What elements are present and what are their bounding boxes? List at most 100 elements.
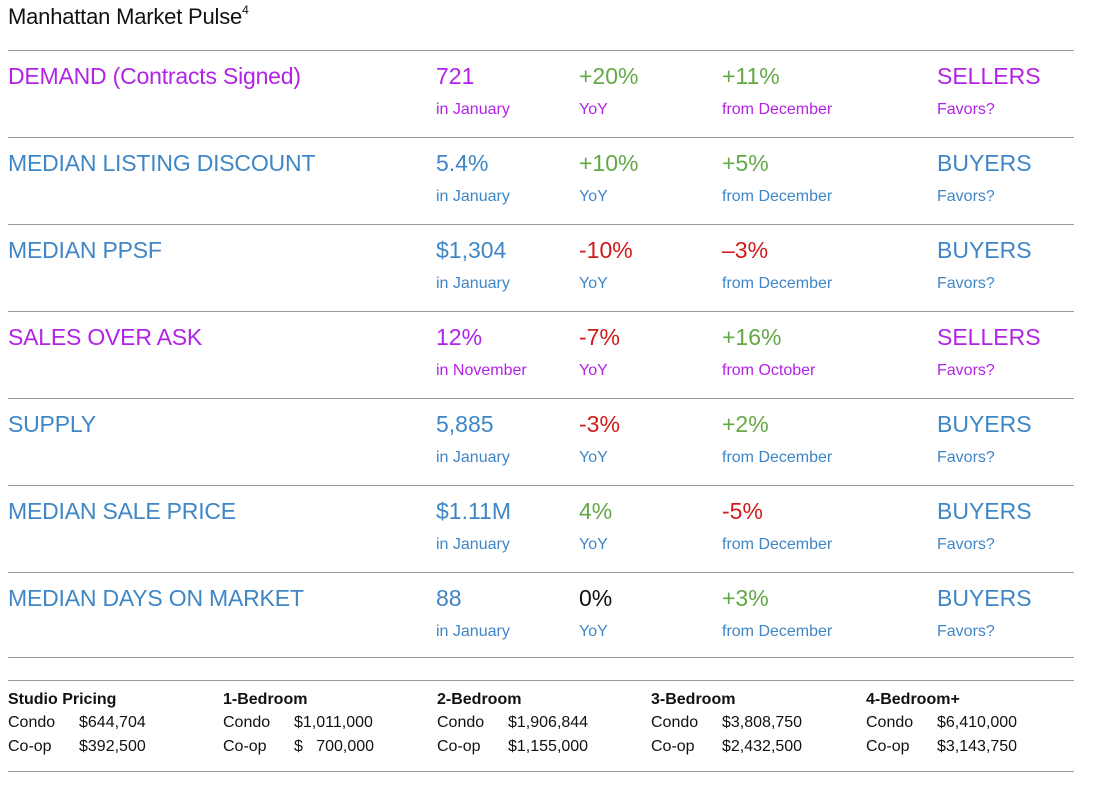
divider [8, 398, 1074, 399]
pricing-column: 2-Bedroom Condo $1,906,844 Co-op $1,155,000 [437, 689, 647, 759]
favors-value: BUYERS [937, 585, 1032, 611]
divider [8, 50, 1074, 51]
yoy-label: YoY [579, 188, 608, 205]
condo-price: $6,410,000 [937, 714, 1018, 731]
metric-period: in January [436, 623, 510, 640]
condo-line: Condo $1,906,844 [437, 711, 647, 735]
favors-value: BUYERS [937, 411, 1032, 437]
yoy-label: YoY [579, 536, 608, 553]
coop-label: Co-op [223, 738, 267, 755]
favors-value: SELLERS [937, 324, 1041, 350]
coop-label: Co-op [8, 738, 52, 755]
metric-name: MEDIAN PPSF [8, 237, 162, 263]
yoy-value: +20% [579, 63, 639, 89]
divider [8, 572, 1074, 573]
condo-label: Condo [866, 714, 914, 731]
metric-row: MEDIAN PPSF $1,304 in January -10% YoY –3% fro… [0, 225, 1102, 312]
divider [8, 224, 1074, 225]
pricing-column: 4-Bedroom+ Condo $6,410,000 Co-op $3,143,750 [866, 689, 1076, 759]
yoy-value: 4% [579, 498, 613, 524]
metric-period: in January [436, 275, 510, 292]
change-period: from December [722, 188, 833, 205]
coop-line: Co-op $ 700,000 [223, 735, 433, 759]
favors-value: BUYERS [937, 498, 1032, 524]
metric-value: $1.11M [436, 498, 512, 524]
coop-line: Co-op $392,500 [8, 735, 218, 759]
coop-line: Co-op $3,143,750 [866, 735, 1076, 759]
condo-price: $1,906,844 [508, 714, 589, 731]
favors-label: Favors? [937, 623, 995, 640]
metric-row: SUPPLY 5,885 in January -3% YoY +2% from Decem… [0, 399, 1102, 486]
yoy-label: YoY [579, 449, 608, 466]
metric-period: in January [436, 536, 510, 553]
change-value: +16% [722, 324, 782, 350]
coop-price: $2,432,500 [722, 738, 803, 755]
change-period: from October [722, 362, 816, 379]
coop-price: $1,155,000 [508, 738, 589, 755]
metric-row: SALES OVER ASK 12% in November -7% YoY +16% fr… [0, 312, 1102, 399]
page-title-text: Manhattan Market Pulse [8, 4, 243, 29]
divider [8, 680, 1074, 681]
coop-price: $ 700,000 [294, 738, 375, 755]
page-title: Manhattan Market Pulse4 [8, 2, 249, 30]
change-value: –3% [722, 237, 769, 263]
condo-label: Condo [223, 714, 271, 731]
metric-name: MEDIAN LISTING DISCOUNT [8, 150, 316, 176]
coop-label: Co-op [866, 738, 910, 755]
metric-value: 721 [436, 63, 475, 89]
favors-label: Favors? [937, 101, 995, 118]
condo-price: $3,808,750 [722, 714, 803, 731]
metric-value: 12% [436, 324, 483, 350]
pricing-heading: 4-Bedroom+ [866, 691, 960, 708]
coop-line: Co-op $1,155,000 [437, 735, 647, 759]
yoy-label: YoY [579, 275, 608, 292]
coop-price: $392,500 [79, 738, 146, 755]
yoy-value: +10% [579, 150, 639, 176]
yoy-value: -7% [579, 324, 620, 350]
metric-value: $1,304 [436, 237, 507, 263]
condo-price: $644,704 [79, 714, 146, 731]
yoy-value: -3% [579, 411, 620, 437]
metric-value: 88 [436, 585, 462, 611]
pricing-heading: 3-Bedroom [651, 691, 736, 708]
condo-label: Condo [437, 714, 485, 731]
favors-value: BUYERS [937, 150, 1032, 176]
divider [8, 311, 1074, 312]
change-period: from December [722, 101, 833, 118]
change-value: +11% [722, 63, 780, 89]
divider [8, 137, 1074, 138]
coop-price: $3,143,750 [937, 738, 1018, 755]
divider [8, 771, 1074, 772]
coop-line: Co-op $2,432,500 [651, 735, 861, 759]
favors-label: Favors? [937, 275, 995, 292]
footnote-marker: 4 [242, 2, 249, 17]
condo-line: Condo $6,410,000 [866, 711, 1076, 735]
pricing-heading: Studio Pricing [8, 691, 117, 708]
metric-name: MEDIAN DAYS ON MARKET [8, 585, 304, 611]
pricing-column: 1-Bedroom Condo $1,011,000 Co-op $ 700,000 [223, 689, 433, 759]
condo-line: Condo $3,808,750 [651, 711, 861, 735]
change-value: +5% [722, 150, 769, 176]
divider [8, 485, 1074, 486]
condo-price: $1,011,000 [294, 714, 373, 731]
metric-row: MEDIAN LISTING DISCOUNT 5.4% in January +10… [0, 138, 1102, 225]
pricing-column: 3-Bedroom Condo $3,808,750 Co-op $2,432,500 [651, 689, 861, 759]
pricing-table: Studio Pricing Condo $644,704 Co-op $392,500… [0, 689, 1102, 759]
metric-name: SUPPLY [8, 411, 96, 437]
condo-label: Condo [8, 714, 56, 731]
metric-name: DEMAND (Contracts Signed) [8, 63, 301, 89]
metric-name: MEDIAN SALE PRICE [8, 498, 236, 524]
metric-period: in January [436, 101, 510, 118]
metric-period: in November [436, 362, 527, 379]
metric-row: DEMAND (Contracts Signed) 721 in January +2… [0, 51, 1102, 138]
pricing-heading: 2-Bedroom [437, 691, 522, 708]
condo-line: Condo $644,704 [8, 711, 218, 735]
yoy-label: YoY [579, 362, 608, 379]
favors-value: BUYERS [937, 237, 1032, 263]
favors-label: Favors? [937, 188, 995, 205]
change-period: from December [722, 623, 833, 640]
yoy-value: -10% [579, 237, 633, 263]
divider [8, 657, 1074, 658]
metric-row: MEDIAN DAYS ON MARKET 88 in January 0% YoY +3… [0, 573, 1102, 660]
change-period: from December [722, 449, 833, 466]
